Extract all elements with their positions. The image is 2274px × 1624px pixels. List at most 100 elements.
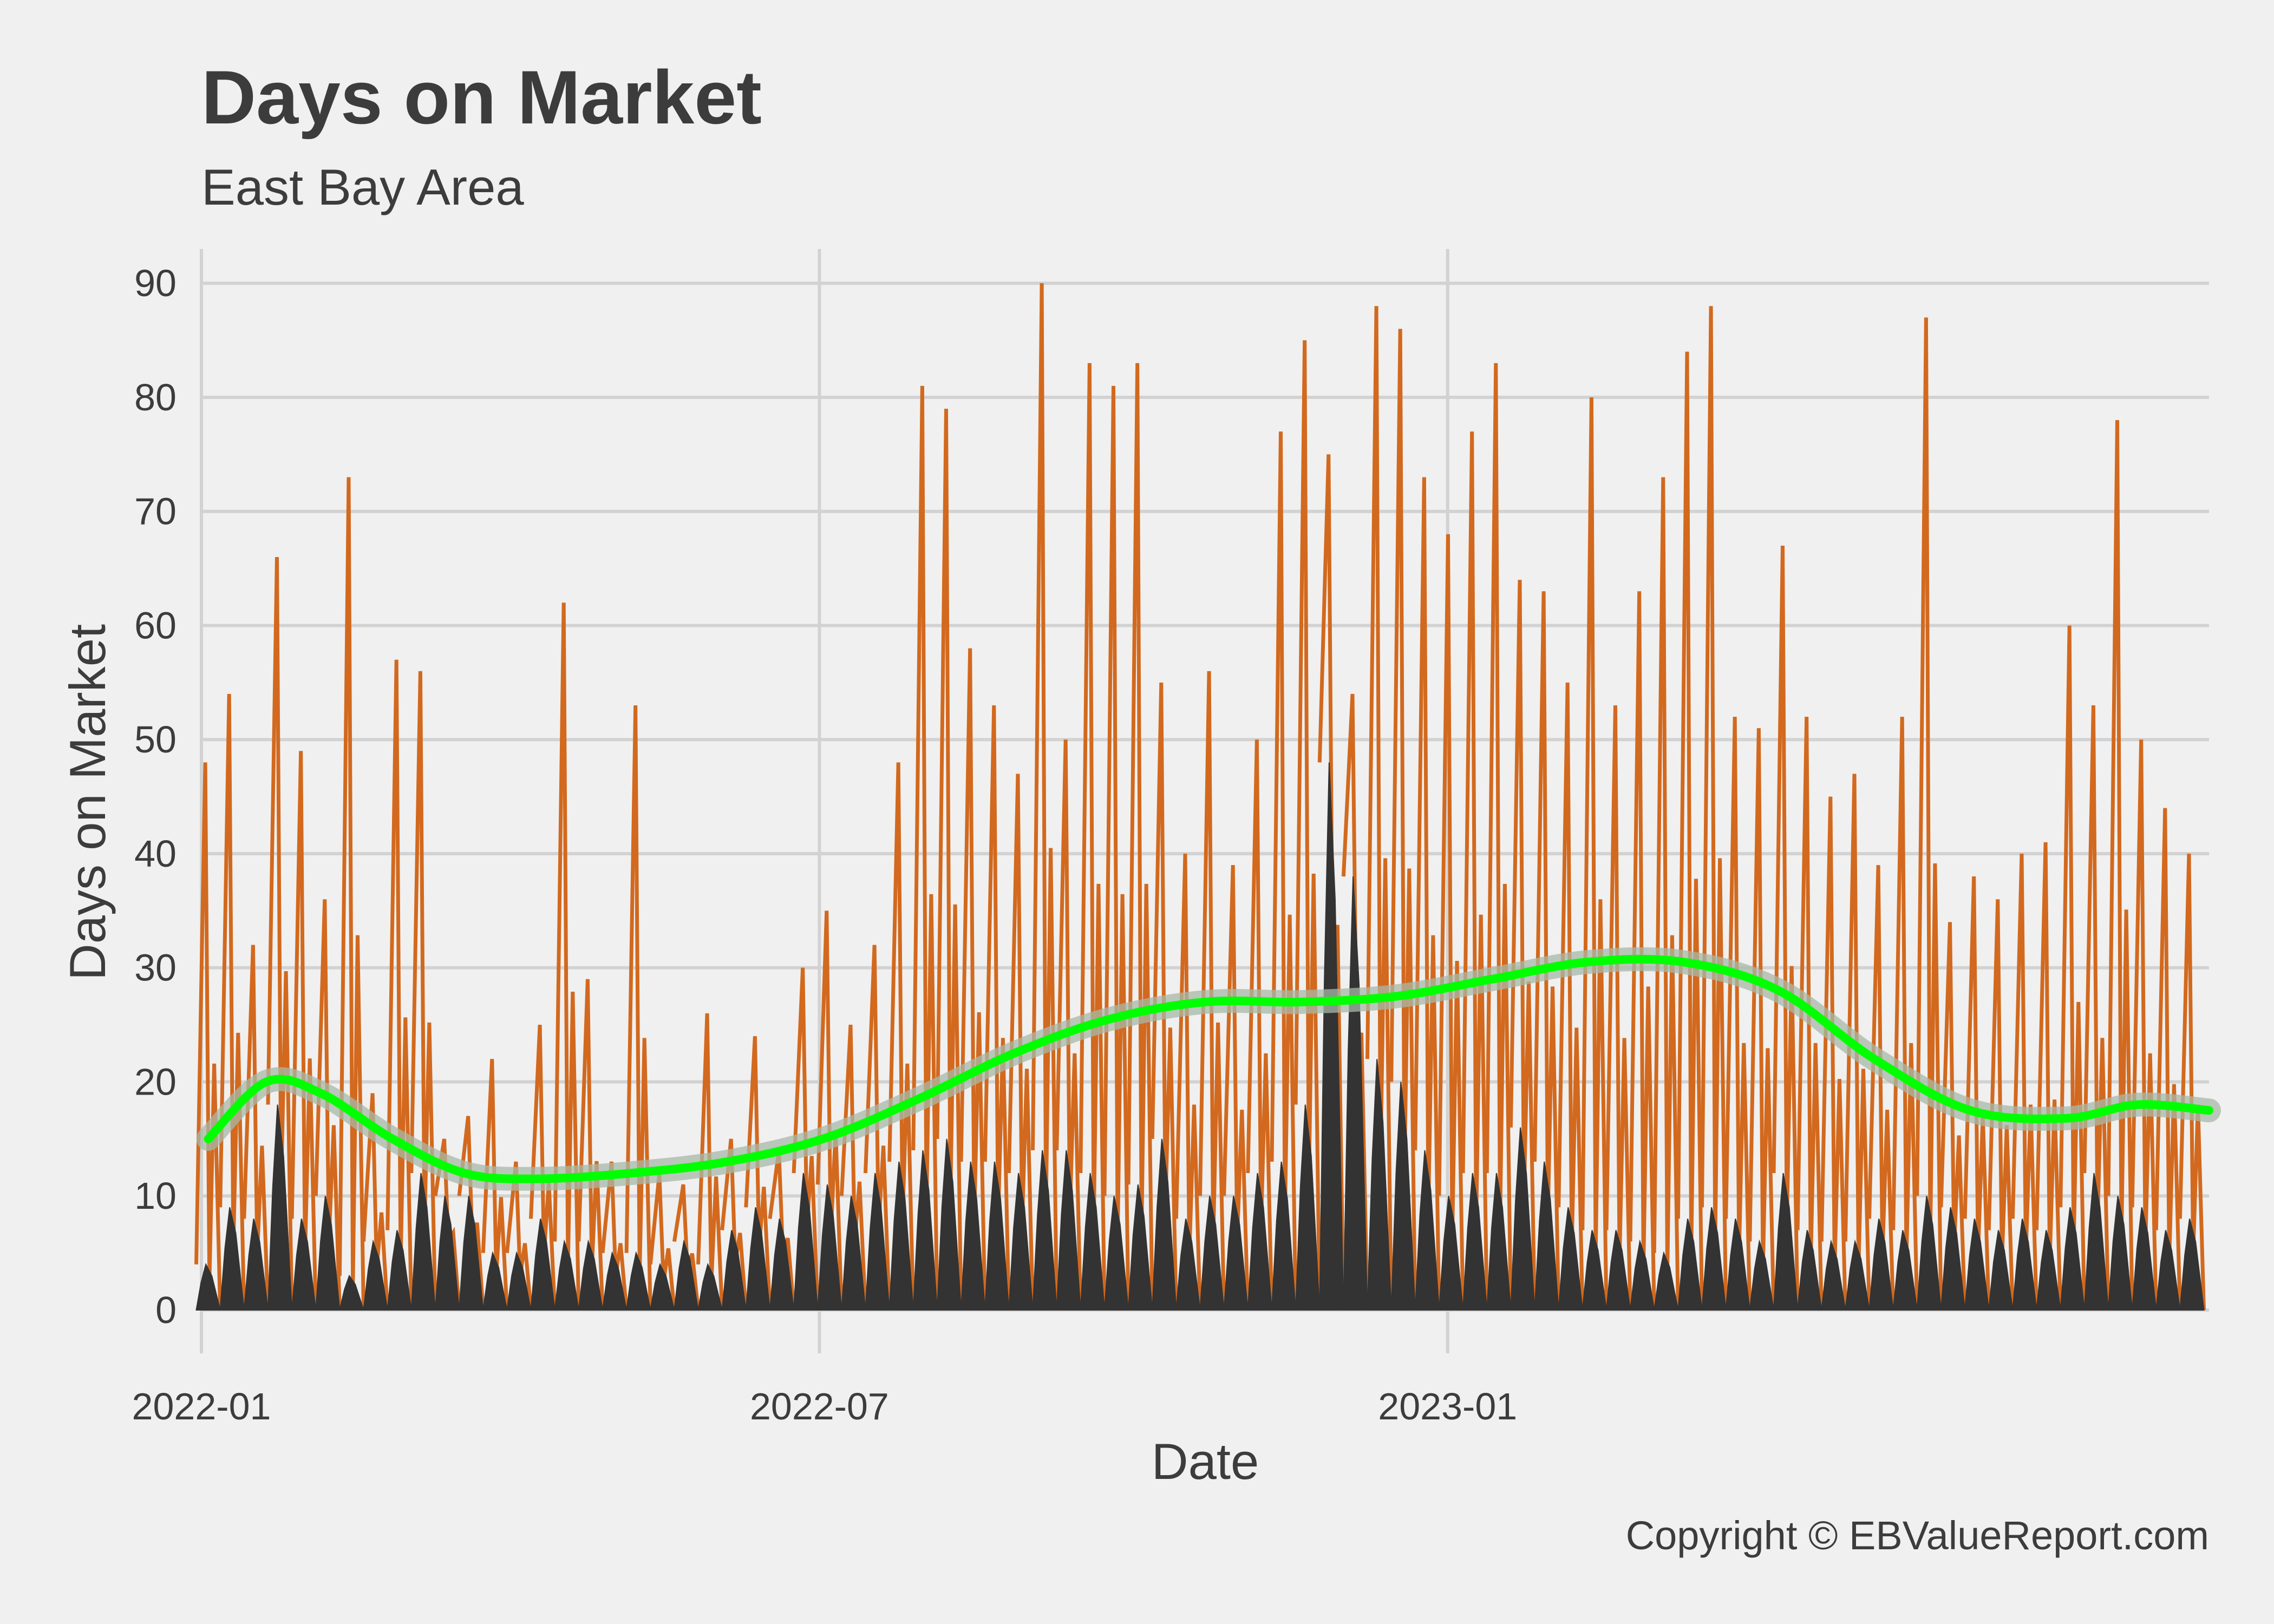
- median-days-bar: [1821, 1239, 1846, 1311]
- median-days-bar: [1701, 1207, 1727, 1311]
- max-days-spike: [1700, 306, 1728, 1311]
- median-days-bar: [1582, 1230, 1608, 1311]
- plot-area: 0 10 20 30 40 50 60 70 80 90 2022-01 2022-07 2023-01: [132, 249, 2221, 1427]
- median-days-bar: [1940, 1207, 1966, 1311]
- max-days-spike: [553, 603, 581, 1311]
- median-days-bar: [625, 1251, 651, 1311]
- max-days-spike: [1676, 351, 1704, 1311]
- median-days-bar: [2132, 1207, 2157, 1311]
- median-days-bar: [1390, 1082, 1416, 1311]
- median-days-bar: [1749, 1239, 1775, 1311]
- max-days-spike: [2154, 808, 2182, 1311]
- max-days-spike: [1652, 477, 1680, 1311]
- median-days-bar: [1510, 1127, 1535, 1311]
- max-days-spike: [337, 477, 365, 1311]
- y-tick-label: 60: [134, 604, 177, 646]
- max-days-spike: [1604, 705, 1632, 1311]
- median-days-bar: [697, 1262, 723, 1311]
- median-days-bar: [1654, 1251, 1679, 1311]
- median-days-bar: [888, 1161, 914, 1311]
- median-days-bar: [1199, 1195, 1225, 1311]
- median-days-bar: [1605, 1230, 1631, 1311]
- median-days-bar: [434, 1195, 460, 1311]
- x-tick-label: 2022-01: [132, 1385, 271, 1427]
- max-days-spike: [1437, 534, 1465, 1311]
- median-days-bar: [1223, 1195, 1249, 1311]
- median-days-bar: [2060, 1207, 2085, 1311]
- median-days-bar: [578, 1239, 604, 1311]
- median-days-bar: [2179, 1219, 2205, 1311]
- max-days-spike: [2106, 420, 2134, 1311]
- median-days-bar: [2012, 1219, 2037, 1311]
- max-days-spike: [385, 659, 414, 1311]
- median-days-bar: [1103, 1195, 1129, 1311]
- median-days-bar: [1414, 1150, 1440, 1311]
- max-days-spike: [1079, 363, 1107, 1311]
- median-days-bar: [721, 1230, 747, 1311]
- median-days-bar: [1725, 1219, 1750, 1311]
- median-days-bar: [530, 1219, 556, 1311]
- median-days-bar: [2107, 1195, 2133, 1311]
- median-days-bar: [1964, 1219, 1990, 1311]
- median-days-bar: [1295, 1104, 1321, 1311]
- median-days-bar: [1247, 1173, 1273, 1311]
- max-days-spike: [624, 705, 652, 1311]
- median-days-bar: [960, 1161, 986, 1311]
- median-days-bar: [267, 1104, 293, 1311]
- median-days-bar: [1773, 1173, 1799, 1311]
- median-days-bar: [1343, 876, 1368, 1311]
- median-days-bar: [841, 1195, 866, 1311]
- median-days-bar: [315, 1195, 341, 1311]
- median-days-bar: [2036, 1230, 2061, 1311]
- median-days-bar: [936, 1138, 962, 1311]
- median-days-bar: [243, 1219, 269, 1311]
- median-days-bar: [1462, 1173, 1488, 1311]
- median-days-bar: [769, 1219, 795, 1311]
- y-axis-title: Days on Market: [59, 624, 116, 980]
- x-axis-title: Date: [1152, 1433, 1259, 1490]
- median-days-bar: [984, 1161, 1010, 1311]
- max-days-spike: [1485, 363, 1513, 1311]
- chart-subtitle: East Bay Area: [201, 159, 524, 215]
- y-tick-label: 50: [134, 718, 177, 761]
- median-days-bar: [1367, 1059, 1392, 1311]
- median-days-bar: [1128, 1184, 1153, 1311]
- y-tick-label: 0: [155, 1289, 177, 1331]
- median-days-bar: [1916, 1195, 1942, 1311]
- median-days-bar: [363, 1239, 388, 1311]
- median-days-bar: [817, 1184, 842, 1311]
- median-days-bar: [1796, 1230, 1822, 1311]
- median-days-bar: [339, 1274, 364, 1311]
- y-tick-label: 40: [134, 833, 177, 875]
- median-days-bar: [2083, 1173, 2109, 1311]
- median-days-bar: [1868, 1219, 1894, 1311]
- median-days-bar: [650, 1262, 675, 1311]
- median-days-bar: [1534, 1161, 1559, 1311]
- max-days-spike: [1724, 717, 1752, 1311]
- max-days-spike: [1102, 385, 1131, 1311]
- median-days-series: [195, 762, 2205, 1311]
- trend-series: [196, 947, 2221, 1191]
- median-days-bar: [1032, 1150, 1057, 1311]
- median-days-bar: [1486, 1173, 1512, 1311]
- median-days-bar: [1080, 1173, 1106, 1311]
- y-tick-label: 30: [134, 947, 177, 989]
- median-days-bar: [1629, 1239, 1655, 1311]
- median-days-bar: [1677, 1219, 1703, 1311]
- median-days-bar: [219, 1207, 245, 1311]
- y-tick-label: 90: [134, 262, 177, 304]
- median-days-bar: [2155, 1230, 2181, 1311]
- median-days-bar: [1175, 1219, 1201, 1311]
- chart-title: Days on Market: [201, 55, 762, 140]
- median-days-bar: [1892, 1230, 1918, 1311]
- median-days-bar: [291, 1219, 317, 1311]
- max-days-spike: [1915, 317, 1943, 1311]
- trend-line: [204, 954, 2213, 1183]
- y-tick-label: 10: [134, 1175, 177, 1217]
- median-days-bar: [1056, 1150, 1081, 1311]
- median-days-bar: [1271, 1161, 1297, 1311]
- max-days-series: [194, 283, 2206, 1311]
- max-days-spike: [1748, 728, 1776, 1311]
